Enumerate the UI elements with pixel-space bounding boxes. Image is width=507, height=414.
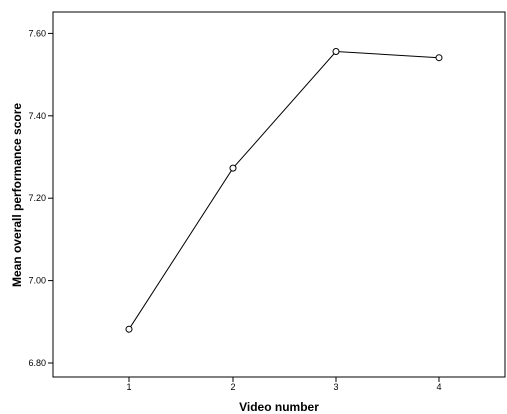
data-point-1 (125, 325, 133, 333)
y-tick-label: 7.40 (28, 111, 46, 121)
x-axis-ticks: 1 2 3 4 (126, 377, 442, 392)
x-tick-label: 2 (230, 382, 235, 392)
data-points (125, 48, 443, 333)
y-tick-label: 7.00 (28, 276, 46, 286)
y-axis-ticks: 6.80 7.00 7.20 7.40 7.60 (28, 28, 53, 368)
y-tick-label: 7.60 (28, 28, 46, 38)
x-axis-title: Video number (239, 400, 319, 414)
y-axis-title: Mean overall performance score (10, 103, 24, 287)
y-tick-label: 6.80 (28, 358, 46, 368)
x-tick-label: 4 (436, 382, 441, 392)
data-point-2 (229, 164, 237, 172)
series-line (128, 50, 440, 330)
plot-area (52, 11, 506, 378)
data-point-4 (435, 54, 443, 62)
y-tick-label: 7.20 (28, 193, 46, 203)
x-tick-label: 1 (126, 382, 131, 392)
x-tick-label: 3 (333, 382, 338, 392)
data-point-3 (332, 48, 340, 55)
